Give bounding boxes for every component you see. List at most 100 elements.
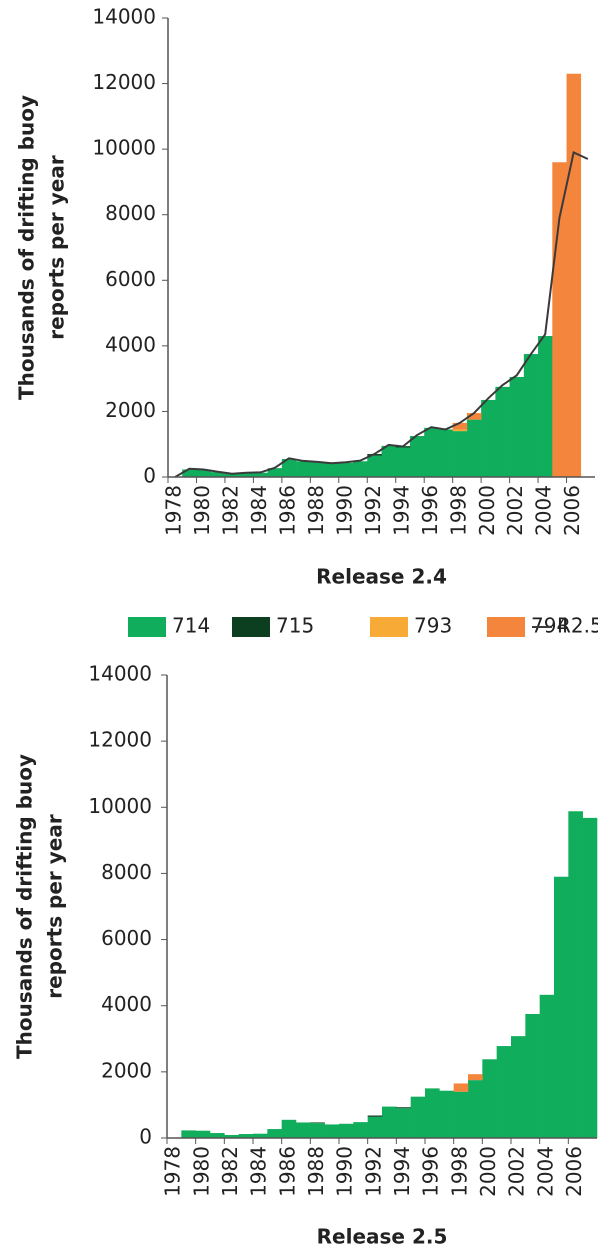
y-tick-label: 2000 [101,1058,152,1082]
bar-segment [310,1122,325,1124]
x-tick-label: 1986 [275,485,299,536]
y-tick-label: 12000 [92,70,156,94]
y-tick-label: 0 [139,1125,152,1149]
x-tick-label: 1992 [361,1146,385,1197]
bar-segment [538,336,553,477]
y-tick-label: 8000 [101,860,152,884]
x-tick-label: 1994 [389,485,413,536]
bar-segment [281,458,297,477]
bar-segment [196,469,211,477]
x-tick-label: 1982 [218,1146,242,1197]
bar-segment [324,463,340,477]
bar-segment [410,1096,426,1138]
bar-segment [281,1119,297,1138]
x-tick-label: 1988 [304,485,328,536]
y-tick-label: 12000 [88,728,152,752]
y-tick-label: 14000 [88,662,152,686]
x-tick-label: 1998 [447,1146,471,1197]
y-tick-label: 10000 [88,794,152,818]
x-tick-label: 1980 [189,1146,213,1197]
bar-segment [582,817,598,1138]
x-tick-label: 1996 [419,1146,443,1197]
bar-segment [224,1135,239,1138]
bar-segment [181,1130,196,1138]
bar-segment [452,422,468,430]
x-tick-label: 1990 [333,1146,357,1197]
legend-label: 793 [414,614,452,638]
bar-segment [523,354,539,477]
bar-segment [253,1133,268,1138]
bar-segment [395,447,411,477]
bar-segment [353,461,368,477]
bar-segment [267,468,283,477]
bar-segment [339,1123,354,1138]
y-tick-label: 4000 [101,992,152,1016]
bar-segment [396,1108,411,1138]
bar-segment [481,399,496,477]
bar-segment [239,472,254,477]
bar-segment [468,1080,483,1138]
bar-segment [367,1115,383,1117]
line [174,150,589,478]
bar-segment [382,1106,397,1138]
bar-segment [253,472,268,477]
bar-segment [353,1122,368,1138]
bar-segment [509,377,525,477]
bar-segment [468,1074,483,1081]
x-tick-label: 1996 [418,485,442,536]
bar-segment [552,162,567,477]
bar-segment [338,462,354,477]
x-tick-label: 2002 [505,1146,529,1197]
bar-segment [452,429,468,432]
x-tick-label: 1988 [304,1146,328,1197]
x-tick-label: 1982 [219,485,243,536]
bar-segment [495,386,510,477]
bar-segment [439,1090,454,1138]
x-tick-label: 1998 [446,485,470,536]
legend-label: R2.5 [557,614,598,638]
bar-segment [554,876,569,1138]
y-axis-label: Thousands of drifting buoy [13,754,37,1059]
y-tick-label: 2000 [105,398,156,422]
y-tick-label: 6000 [101,926,152,950]
x-tick-label: 1984 [247,1146,271,1197]
x-tick-label: 2000 [476,1146,500,1197]
legend-label: 715 [276,614,314,638]
bar-segment [466,413,482,420]
legend-swatch [370,617,408,637]
x-tick-label: 1990 [332,485,356,536]
bar-segment [396,1107,411,1109]
x-axis-label: Release 2.4 [316,565,447,589]
x-tick-label: 1986 [275,1146,299,1197]
legend-swatch [128,617,166,637]
y-axis-label: reports per year [43,814,67,999]
bar-segment [525,1013,540,1138]
x-tick-label: 2004 [532,485,556,536]
x-tick-label: 1984 [247,485,271,536]
bar-segment [210,472,226,477]
bar-segment [210,1133,225,1138]
bar-segment [452,431,468,477]
bar-segment [496,1046,512,1138]
bar-segment [367,455,382,477]
legend-swatch [232,617,270,637]
x-tick-label: 1978 [161,1146,185,1197]
y-axis-label: Thousands of drifting buoy [15,95,39,400]
bar-segment [367,1116,383,1138]
x-tick-label: 2002 [503,485,527,536]
x-axis-label: Release 2.5 [317,1225,448,1249]
x-tick-label: 1978 [162,485,186,536]
y-tick-label: 6000 [105,267,156,291]
bar-segment [296,1122,311,1138]
bar-segment [381,445,397,477]
bar-segment [296,461,311,477]
x-tick-label: 2006 [560,485,584,536]
x-tick-label: 2000 [475,485,499,536]
bar-segment [310,1123,325,1138]
x-tick-label: 1994 [390,1146,414,1197]
bar-segment [438,429,453,477]
x-tick-label: 2006 [562,1146,586,1197]
bar-segment [425,1088,440,1138]
bar-segment [568,811,583,1138]
